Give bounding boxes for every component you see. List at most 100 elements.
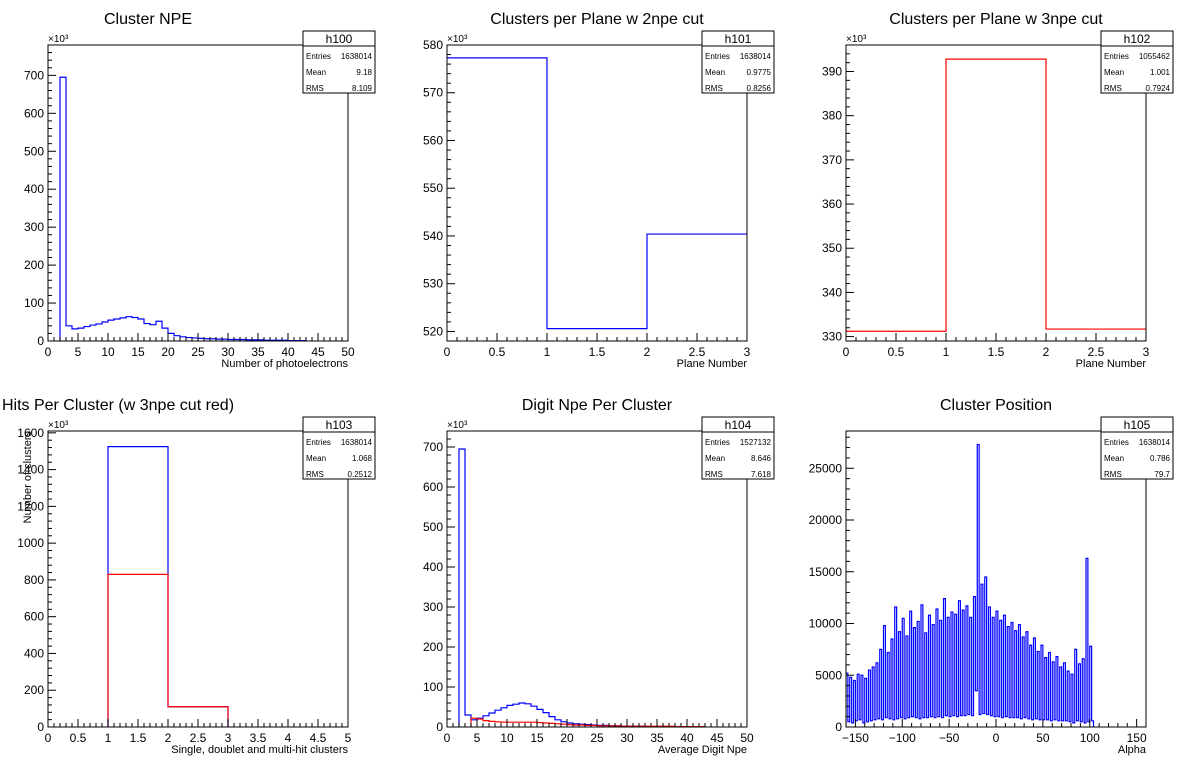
stats-row-label: Mean bbox=[306, 68, 326, 77]
stats-row-value: 7.618 bbox=[751, 470, 772, 479]
stats-row-label: Entries bbox=[1104, 438, 1129, 447]
histogram-series-red bbox=[107, 573, 229, 727]
y-tick-label: 370 bbox=[822, 153, 842, 167]
stats-row-label: Entries bbox=[705, 438, 730, 447]
histogram-series-red bbox=[470, 717, 706, 727]
x-tick-label: 1 bbox=[544, 345, 551, 359]
y-tick-label: 1400 bbox=[17, 463, 44, 477]
stats-row-value: 1055462 bbox=[1139, 52, 1171, 61]
stats-row-value: 1638014 bbox=[1139, 438, 1171, 447]
y-tick-label: 380 bbox=[822, 109, 842, 123]
x-tick-label: 50 bbox=[1036, 731, 1050, 745]
stats-row-label: Entries bbox=[306, 52, 331, 61]
x-tick-label: 100 bbox=[1080, 731, 1100, 745]
stats-row-value: 1.001 bbox=[1150, 68, 1171, 77]
x-tick-label: 0.5 bbox=[888, 345, 905, 359]
y-tick-label: 300 bbox=[24, 220, 44, 234]
stats-row-value: 0.8256 bbox=[747, 84, 772, 93]
histogram-panel-4: Digit Npe Per Cluster 0 5 10 15 20 25 30 35 40 45 5… bbox=[423, 397, 775, 756]
y-tick-label: 700 bbox=[423, 440, 443, 454]
y-tick-label: 25000 bbox=[809, 461, 843, 475]
x-tick-label: 10 bbox=[500, 731, 514, 745]
y-tick-label: 800 bbox=[24, 573, 44, 587]
y-tick-label: 560 bbox=[423, 133, 443, 147]
histogram-series-blue bbox=[447, 57, 747, 330]
stats-row-label: RMS bbox=[306, 470, 324, 479]
y-tick-label: 0 bbox=[436, 720, 443, 734]
stats-row-value: 9.18 bbox=[356, 68, 372, 77]
y-tick-label: 340 bbox=[822, 285, 842, 299]
y-exponent-label: ×10³ bbox=[447, 34, 468, 45]
stats-row-value: 1638014 bbox=[740, 52, 772, 61]
histogram-panel-2: Clusters per Plane w 3npe cut 0 0.5 1 1.5 2 2.… bbox=[822, 11, 1174, 370]
stats-row-label: Mean bbox=[1104, 454, 1124, 463]
x-tick-label: 2.5 bbox=[1088, 345, 1105, 359]
stats-row-value: 0.9775 bbox=[747, 68, 772, 77]
chart-title: Digit Npe Per Cluster bbox=[522, 397, 673, 414]
x-tick-label: 25 bbox=[590, 731, 604, 745]
x-tick-label: 2 bbox=[1043, 345, 1050, 359]
x-tick-label: 1 bbox=[105, 731, 112, 745]
y-tick-label: 570 bbox=[423, 86, 443, 100]
y-tick-label: 540 bbox=[423, 229, 443, 243]
x-tick-label: 3 bbox=[225, 731, 232, 745]
stats-row-value: 0.7924 bbox=[1146, 84, 1171, 93]
x-tick-label: 45 bbox=[311, 345, 325, 359]
stats-row-label: Mean bbox=[1104, 68, 1124, 77]
stats-row-label: RMS bbox=[705, 470, 723, 479]
stats-box-name: h104 bbox=[725, 418, 752, 432]
y-tick-label: 0 bbox=[835, 720, 842, 734]
y-exponent-label: ×10³ bbox=[846, 34, 867, 45]
stats-box bbox=[701, 30, 775, 94]
histogram-series-blue bbox=[846, 443, 1095, 727]
x-tick-label: 1.5 bbox=[130, 731, 147, 745]
x-tick-label: 25 bbox=[191, 345, 205, 359]
y-tick-label: 550 bbox=[423, 181, 443, 195]
y-tick-label: 15000 bbox=[809, 565, 843, 579]
x-tick-label: 45 bbox=[710, 731, 724, 745]
x-tick-label: 3.5 bbox=[250, 731, 267, 745]
y-tick-label: 5000 bbox=[815, 668, 842, 682]
stats-box bbox=[302, 416, 376, 480]
x-tick-label: 4 bbox=[285, 731, 292, 745]
x-tick-label: −50 bbox=[939, 731, 960, 745]
stats-row-label: Mean bbox=[306, 454, 326, 463]
x-tick-label: 40 bbox=[680, 731, 694, 745]
x-tick-label: 2 bbox=[165, 731, 172, 745]
x-tick-label: 2.5 bbox=[689, 345, 706, 359]
y-tick-label: 580 bbox=[423, 38, 443, 52]
y-tick-label: 400 bbox=[24, 182, 44, 196]
x-tick-label: 35 bbox=[251, 345, 265, 359]
y-exponent-label: ×10³ bbox=[447, 420, 468, 431]
stats-row-value: 1.068 bbox=[352, 454, 373, 463]
y-tick-label: 1000 bbox=[17, 536, 44, 550]
stats-row-label: RMS bbox=[1104, 84, 1122, 93]
x-tick-label: −100 bbox=[889, 731, 916, 745]
stats-row-label: Mean bbox=[705, 454, 725, 463]
stats-box-name: h103 bbox=[326, 418, 353, 432]
y-axis-label: Number of clusters bbox=[22, 431, 34, 524]
y-tick-label: 600 bbox=[24, 610, 44, 624]
stats-box bbox=[1100, 416, 1174, 480]
y-tick-label: 0 bbox=[37, 334, 44, 348]
x-tick-label: 10 bbox=[101, 345, 115, 359]
chart-title: Cluster NPE bbox=[104, 11, 192, 28]
x-tick-label: 5 bbox=[474, 731, 481, 745]
y-tick-label: 1200 bbox=[17, 499, 44, 513]
stats-row-value: 8.109 bbox=[352, 84, 373, 93]
x-tick-label: 2.5 bbox=[190, 731, 207, 745]
stats-row-value: 79.7 bbox=[1154, 470, 1170, 479]
stats-row-label: Entries bbox=[1104, 52, 1129, 61]
x-tick-label: 1.5 bbox=[589, 345, 606, 359]
x-tick-label: 3 bbox=[1143, 345, 1150, 359]
stats-row-value: 1527132 bbox=[740, 438, 772, 447]
y-tick-label: 0 bbox=[37, 720, 44, 734]
y-tick-label: 500 bbox=[423, 520, 443, 534]
y-tick-label: 350 bbox=[822, 241, 842, 255]
y-tick-label: 20000 bbox=[809, 513, 843, 527]
x-tick-label: 30 bbox=[221, 345, 235, 359]
chart-title: Clusters per Plane w 2npe cut bbox=[490, 11, 704, 28]
stats-row-label: Entries bbox=[705, 52, 730, 61]
y-tick-label: 500 bbox=[24, 144, 44, 158]
x-axis-label: Average Digit Npe bbox=[658, 744, 747, 756]
